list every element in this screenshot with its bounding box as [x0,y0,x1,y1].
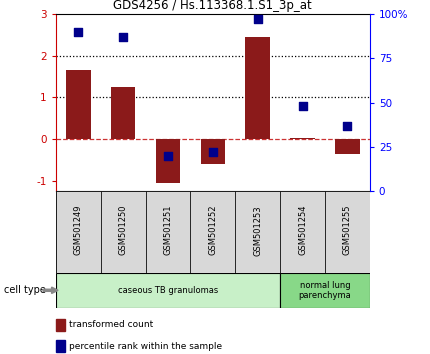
Text: percentile rank within the sample: percentile rank within the sample [69,342,222,351]
Text: GSM501251: GSM501251 [163,205,172,256]
Point [75,29,82,35]
Bar [56,191,101,273]
Bar [235,191,280,273]
Point [209,149,216,155]
Bar [280,191,325,273]
Bar [190,191,235,273]
Text: caseous TB granulomas: caseous TB granulomas [118,286,218,295]
Bar [56,273,280,308]
Bar [156,139,180,183]
Text: GSM501253: GSM501253 [253,205,262,256]
Bar [290,138,315,139]
Bar [200,139,225,164]
Text: GSM501255: GSM501255 [343,205,352,256]
Bar [146,191,190,273]
Text: GSM501249: GSM501249 [74,205,83,256]
Bar [101,191,146,273]
Bar [66,70,91,139]
Title: GDS4256 / Hs.113368.1.S1_3p_at: GDS4256 / Hs.113368.1.S1_3p_at [114,0,312,12]
Bar [335,139,360,154]
Point [120,34,126,40]
Text: normal lung
parenchyma: normal lung parenchyma [298,281,351,300]
Text: GSM501250: GSM501250 [119,205,128,256]
Bar [111,87,135,139]
Point [165,153,172,159]
Bar [325,191,370,273]
Bar [246,37,270,139]
Text: GSM501254: GSM501254 [298,205,307,256]
Bar [280,273,370,308]
Point [254,17,261,22]
Text: GSM501252: GSM501252 [209,205,217,256]
Point [299,103,306,109]
Point [344,123,351,129]
Text: cell type: cell type [4,285,46,295]
Text: transformed count: transformed count [69,320,153,330]
